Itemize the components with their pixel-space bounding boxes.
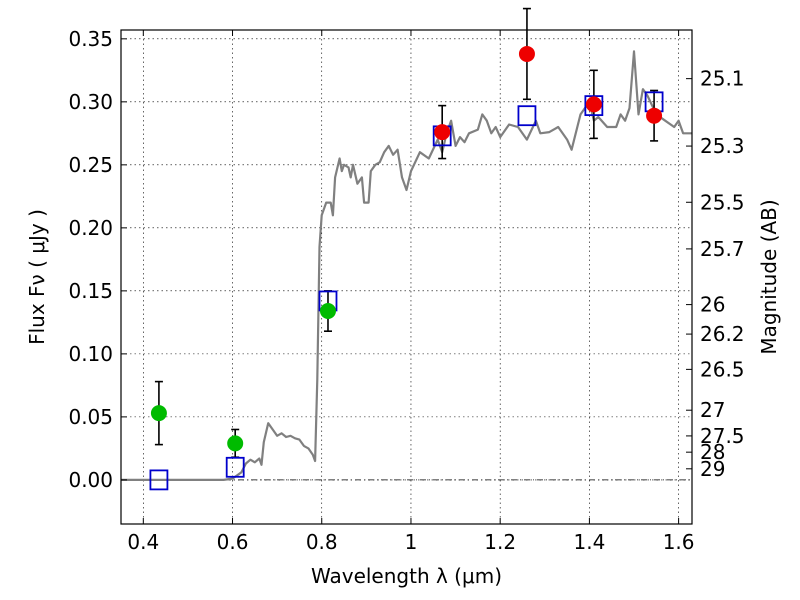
measurement-point [319, 303, 336, 320]
magnitude-tick-label: 26 [700, 293, 725, 317]
x-tick-label: 1 [405, 530, 418, 554]
measurement-point [646, 107, 663, 124]
magnitude-tick-label: 25.3 [700, 134, 745, 158]
y-tick-label: 0.30 [68, 90, 113, 114]
plot-frame [120, 29, 693, 525]
x-tick-label: 1.4 [573, 530, 605, 554]
x-tick-label: 0.6 [217, 530, 249, 554]
spectrum-series [121, 50, 692, 481]
x-axis-ticks: 0.4 0.6 0.8 1 1.2 1.4 1.6 [127, 30, 695, 554]
y-tick-label: 0.15 [68, 279, 113, 303]
y-axis-label: Flux Fν ( μJy ) [25, 209, 49, 345]
magnitude-tick-label: 25.7 [700, 237, 745, 261]
magnitude-tick-label: 26.2 [700, 322, 745, 346]
magnitude-tick-label: 27.5 [700, 424, 745, 448]
measurement-points [150, 45, 663, 452]
measurement-point [518, 45, 535, 62]
x-tick-label: 1.2 [484, 530, 516, 554]
model-box-marker [517, 105, 537, 127]
magnitude-tick-label: 29 [700, 457, 725, 481]
magnitude-tick-label: 25.5 [700, 190, 745, 214]
x-tick-label: 0.8 [306, 530, 338, 554]
x-axis-label: Wavelength λ (μm) [311, 564, 502, 588]
spectrum-line [121, 50, 692, 481]
y-tick-label: 0.05 [68, 405, 113, 429]
y-tick-label: 0.20 [68, 216, 113, 240]
magnitude-tick-label: 28 [700, 440, 725, 464]
y-axis-ticks: 0.00 0.05 0.10 0.15 0.20 0.25 0.30 0.35 [68, 27, 127, 492]
y-tick-label: 0.00 [68, 468, 113, 492]
x-tick-label: 0.4 [127, 530, 159, 554]
measurement-point [150, 405, 167, 422]
y-tick-label: 0.35 [68, 27, 113, 51]
magnitude-tick-label: 26.5 [700, 357, 745, 381]
y-tick-label: 0.25 [68, 153, 113, 177]
measurement-point [434, 124, 451, 141]
model-box-marker [584, 95, 604, 117]
y-tick-label: 0.10 [68, 342, 113, 366]
model-box-marker [149, 469, 169, 491]
measurement-point [227, 435, 244, 452]
model-box-marker [225, 456, 245, 478]
measurement-point [585, 96, 602, 113]
magnitude-axis-label: Magnitude (AB) [757, 199, 781, 354]
magnitude-tick-label: 27 [700, 398, 725, 422]
magnitude-tick-label: 25.1 [700, 67, 745, 91]
x-tick-label: 1.6 [663, 530, 695, 554]
